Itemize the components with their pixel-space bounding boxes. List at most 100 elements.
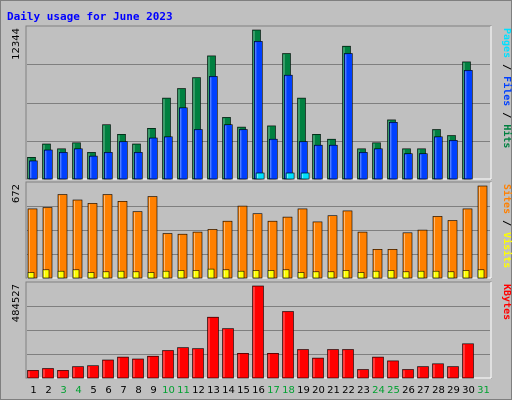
- bar-kbytes-day-28: [432, 363, 444, 379]
- bar-kbytes-day-7: [117, 356, 129, 379]
- bar-files-day-8: [134, 152, 143, 180]
- bar-sites-day-15: [237, 270, 245, 279]
- bar-kbytes-day-29: [447, 366, 459, 379]
- bar-kbytes-day-12: [192, 348, 204, 379]
- bar-kbytes-day-17: [267, 352, 279, 379]
- bar-files-day-4: [74, 148, 83, 180]
- day-label-25: 25: [387, 385, 400, 396]
- day-label-6: 6: [105, 385, 111, 396]
- day-label-9: 9: [150, 385, 156, 396]
- bar-sites-day-16: [252, 270, 260, 279]
- y-max-label: 672: [11, 184, 22, 203]
- day-label-11: 11: [177, 385, 190, 396]
- bar-kbytes-day-16: [252, 285, 264, 379]
- day-label-12: 12: [192, 385, 205, 396]
- bar-sites-day-24: [372, 270, 380, 279]
- bar-sites-day-3: [57, 270, 65, 279]
- bar-kbytes-day-15: [237, 352, 249, 379]
- bar-kbytes-day-9: [147, 355, 159, 379]
- bar-sites-day-23: [357, 272, 365, 279]
- day-label-13: 13: [207, 385, 220, 396]
- day-label-31: 31: [477, 385, 490, 396]
- bar-sites-day-4: [72, 269, 80, 279]
- day-label-27: 27: [417, 385, 430, 396]
- bar-sites-day-22: [342, 270, 350, 279]
- bar-sites-day-26: [402, 271, 410, 279]
- bar-sites-day-19: [297, 272, 305, 279]
- bar-sites-day-6: [102, 271, 110, 279]
- day-label-18: 18: [282, 385, 295, 396]
- day-label-14: 14: [222, 385, 235, 396]
- bar-sites-day-30: [462, 270, 470, 279]
- bar-pages-day-18: [285, 172, 295, 180]
- bar-sites-day-17: [267, 270, 275, 279]
- bar-files-day-26: [403, 153, 413, 180]
- bar-kbytes-day-4: [72, 366, 84, 379]
- bar-kbytes-day-25: [387, 360, 399, 379]
- bar-files-day-6: [104, 152, 113, 180]
- bar-files-day-23: [358, 152, 368, 180]
- day-label-16: 16: [252, 385, 265, 396]
- bar-sites-day-10: [162, 270, 170, 279]
- bar-kbytes-day-2: [42, 368, 54, 379]
- series-legend-label: Sites / Visits: [501, 184, 512, 268]
- bar-sites-day-27: [417, 270, 425, 279]
- bar-sites-day-12: [192, 270, 200, 279]
- day-label-21: 21: [327, 385, 340, 396]
- bar-kbytes-day-24: [372, 356, 384, 379]
- day-label-7: 7: [120, 385, 126, 396]
- bar-files-day-3: [58, 152, 68, 180]
- bar-files-day-15: [239, 129, 248, 180]
- bar-sites-day-1: [27, 272, 35, 279]
- legend-part: Hits: [501, 124, 512, 148]
- bar-sites-day-8: [132, 271, 140, 279]
- bar-sites-day-5: [87, 272, 95, 279]
- bar-files-day-7: [119, 141, 128, 180]
- bar-files-day-21: [328, 144, 338, 180]
- bar-kbytes-day-13: [207, 316, 219, 379]
- day-label-30: 30: [462, 385, 475, 396]
- bar-sites-day-20: [312, 271, 320, 279]
- bar-kbytes-day-30: [462, 343, 474, 379]
- bar-kbytes-day-21: [327, 349, 339, 379]
- day-label-29: 29: [447, 385, 460, 396]
- day-label-24: 24: [372, 385, 385, 396]
- bar-sites-day-28: [432, 270, 440, 279]
- bar-sites-day-25: [387, 270, 395, 279]
- day-label-26: 26: [402, 385, 415, 396]
- day-label-23: 23: [357, 385, 370, 396]
- bar-sites-day-29: [447, 271, 455, 279]
- bar-kbytes-day-26: [402, 369, 414, 379]
- bar-sites-day-13: [207, 268, 215, 279]
- day-label-19: 19: [297, 385, 310, 396]
- y-max-label: 12344: [11, 28, 22, 60]
- day-label-17: 17: [267, 385, 280, 396]
- bar-sites-day-9: [147, 272, 155, 279]
- bar-pages-day-19: [300, 172, 310, 180]
- bar-kbytes-day-20: [312, 357, 324, 379]
- series-legend-label: Pages / Files / Hits: [501, 28, 512, 148]
- day-label-20: 20: [312, 385, 325, 396]
- day-label-5: 5: [90, 385, 96, 396]
- bar-kbytes-day-18: [282, 311, 294, 379]
- bar-files-day-2: [43, 149, 53, 180]
- series-legend-label: KBytes: [501, 284, 512, 320]
- bar-kbytes-day-22: [342, 349, 354, 379]
- bar-sites-day-21: [327, 271, 335, 279]
- day-label-10: 10: [162, 385, 175, 396]
- bar-sites-day-7: [117, 270, 125, 279]
- y-max-label: 484527: [11, 284, 22, 322]
- bar-files-day-10: [164, 136, 173, 180]
- bar-files-day-12: [194, 129, 203, 180]
- legend-part: /: [501, 214, 512, 232]
- bar-kbytes-day-6: [102, 359, 114, 379]
- legend-part: Files: [501, 76, 512, 106]
- bar-kbytes-day-3: [57, 370, 69, 379]
- bar-kbytes-day-10: [162, 350, 174, 379]
- bar-files-day-1: [28, 160, 38, 180]
- bar-files-day-28: [433, 136, 443, 180]
- bar-files-day-30: [463, 70, 473, 180]
- day-label-1: 1: [30, 385, 36, 396]
